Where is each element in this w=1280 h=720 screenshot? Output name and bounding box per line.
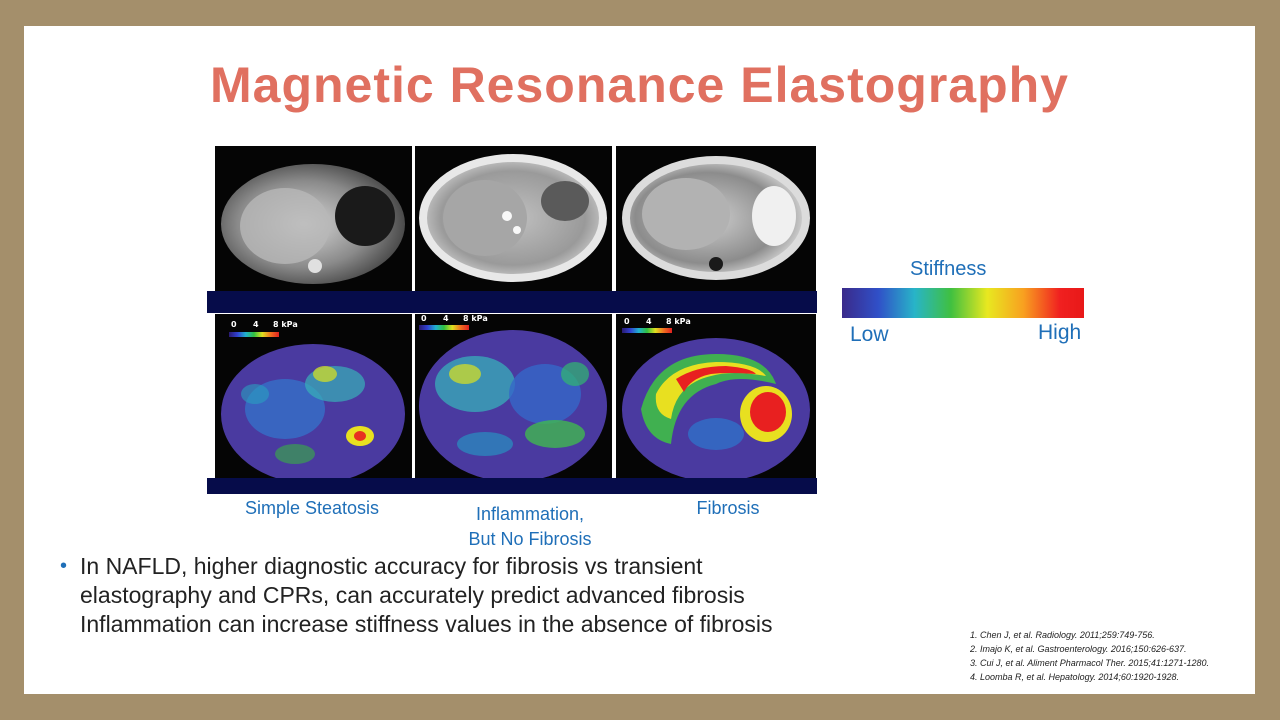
mre-figure: 0 4 8 kPa 0 4 8 kPa [207, 146, 817, 494]
mini-color-bar [419, 325, 469, 330]
reference-item: 1. Chen J, et al. Radiology. 2011;259:74… [970, 630, 1155, 640]
legend-title: Stiffness [910, 258, 987, 280]
reference-item: 3. Cui J, et al. Aliment Pharmacol Ther.… [970, 658, 1209, 668]
caption-simple-steatosis: Simple Steatosis [244, 498, 380, 518]
references: 1. Chen J, et al. Radiology. 2011;259:74… [970, 628, 1260, 684]
bullet-dot-icon: • [60, 555, 68, 577]
scale-max: 8 kPa [666, 317, 691, 326]
figure-divider [207, 291, 817, 313]
scale-max: 8 kPa [463, 314, 488, 323]
caption-inflammation: Inflammation, But No Fibrosis [468, 504, 592, 549]
mini-color-bar [229, 332, 279, 337]
reference-item: 2. Imajo K, et al. Gastroenterology. 201… [970, 644, 1187, 654]
slide-title: Magnetic Resonance Elastography [209, 57, 1069, 113]
scale-mid: 4 [253, 320, 259, 329]
bullet-text: In NAFLD, higher diagnostic accuracy for… [80, 553, 773, 637]
elastogram-fibrosis: 0 4 8 kPa [616, 314, 816, 486]
scale-min: 0 [421, 314, 427, 323]
stiffness-color-bar [842, 288, 1084, 318]
mri-image-steatosis [215, 146, 412, 291]
mini-color-bar [622, 328, 672, 333]
elastogram-steatosis: 0 4 8 kPa [215, 314, 412, 486]
mri-image-fibrosis [616, 146, 816, 291]
legend-high-label: High [1038, 321, 1082, 344]
slide: Magnetic Resonance Elastography [24, 26, 1255, 694]
scale-mid: 4 [443, 314, 449, 323]
caption-fibrosis: Fibrosis [696, 498, 760, 518]
scale-mid: 4 [646, 317, 652, 326]
scale-min: 0 [624, 317, 630, 326]
scale-min: 0 [231, 320, 237, 329]
elastogram-inflammation: 0 4 8 kPa [415, 314, 612, 486]
legend-low-label: Low [850, 323, 889, 346]
mri-image-inflammation [415, 146, 612, 291]
figure-bottom-band [207, 478, 817, 494]
reference-item: 4. Loomba R, et al. Hepatology. 2014;60:… [970, 672, 1179, 682]
scale-max: 8 kPa [273, 320, 298, 329]
